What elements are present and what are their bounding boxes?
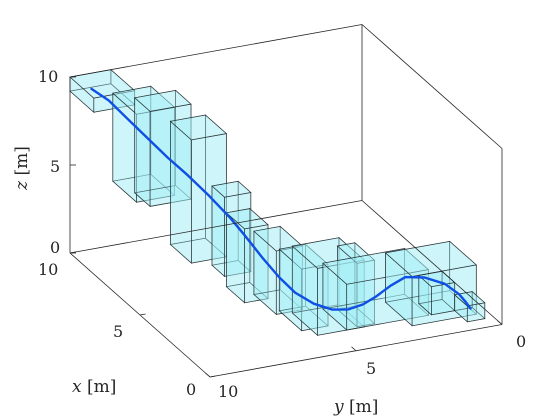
z-tick-label-10: 10 — [38, 67, 58, 86]
y-axis-label: y [m] — [333, 397, 378, 417]
corridor-box-13 — [418, 270, 456, 316]
back-floor-edge-y — [69, 200, 363, 254]
x-tick-label-5: 5 — [113, 322, 123, 341]
z-tick-label-0: 0 — [50, 238, 60, 257]
y-tick-10 — [205, 372, 211, 378]
x-tick-label-10: 10 — [38, 260, 58, 279]
right-floor-edge — [361, 200, 503, 325]
x-axis-label: x [m] — [72, 377, 116, 397]
axes — [69, 24, 503, 378]
corridor-box-5-face-6 — [211, 180, 252, 198]
corridor-box-4-face-4 — [170, 120, 192, 264]
x-tick-5 — [139, 313, 146, 316]
x-tick-label-0: 0 — [186, 380, 196, 399]
trajectory-line — [90, 87, 472, 311]
corridor-box-8-face-6 — [278, 244, 329, 270]
y-tick-5 — [351, 346, 357, 352]
x-tick-10 — [69, 251, 76, 254]
corridor-box-3-face-4 — [134, 97, 151, 208]
corridor-box-4-face-6 — [169, 114, 228, 141]
y-tick-label-0: 0 — [516, 332, 526, 351]
z-tick-label-5: 5 — [50, 157, 60, 176]
top-back-edge — [69, 24, 363, 78]
corridor-box-7-face-6 — [253, 226, 304, 252]
corridor-boxes — [69, 68, 486, 337]
corridor-box-1 — [69, 68, 136, 113]
corridor-box-10-face-6 — [336, 242, 376, 264]
corridor-box-9-face-6 — [291, 237, 365, 269]
x-tick-0 — [209, 375, 216, 378]
corridor-box-4 — [169, 114, 228, 264]
corridor-box-3-face-6 — [133, 90, 192, 112]
y-tick-label-10: 10 — [218, 382, 238, 401]
trajectory-series — [90, 87, 472, 311]
corridor-box-11-face-6 — [322, 248, 430, 285]
corridor-box-9 — [291, 236, 365, 337]
y-tick-label-5: 5 — [366, 359, 376, 378]
corridor-box-12 — [384, 240, 478, 327]
corridor-box-7 — [253, 225, 304, 316]
corridor-box-11 — [322, 247, 430, 331]
y-tick-0 — [497, 320, 503, 325]
corridor-box-2 — [112, 85, 176, 203]
top-right-edge — [361, 24, 503, 149]
z-axis-label: z [m] — [12, 146, 32, 191]
